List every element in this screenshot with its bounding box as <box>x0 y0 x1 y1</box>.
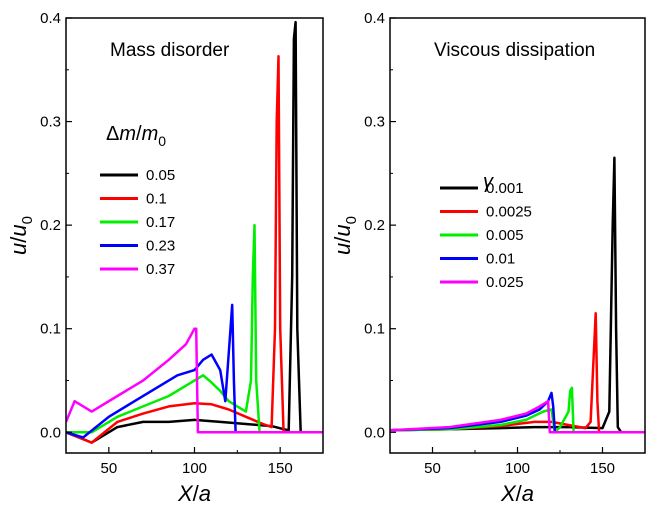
legend-label: 0.37 <box>146 261 175 278</box>
x-axis-label: X/a <box>500 481 534 506</box>
legend-label: 0.1 <box>146 191 167 208</box>
y-tick-label: 0.4 <box>364 10 385 27</box>
plot-frame <box>65 17 324 454</box>
series-line-0.001 <box>390 156 645 434</box>
y-tick-label: 0.0 <box>40 424 61 441</box>
y-tick-label: 0.1 <box>40 321 61 338</box>
y-tick-label: 0.2 <box>40 217 61 234</box>
panel-1: 50 100 150 0.0 0.1 0.2 0.3 0.4 X/a u/u0 Mass disor… <box>6 10 324 506</box>
legend-label: 0.17 <box>146 214 175 231</box>
series-line-0.0025 <box>390 311 645 434</box>
y-axis-label: u/u0 <box>6 216 36 255</box>
x-axis-label: X/a <box>177 481 211 506</box>
legend-title: γ <box>483 171 494 193</box>
y-tick-label: 0.3 <box>364 114 385 131</box>
series-line-0.025 <box>390 399 645 434</box>
series-line-0.37 <box>66 327 323 434</box>
legend-label: 0.0025 <box>486 204 532 221</box>
x-tick-label: 150 <box>590 460 615 477</box>
x-tick-label: 150 <box>268 460 293 477</box>
y-tick-label: 0.2 <box>364 217 385 234</box>
y-tick-label: 0.1 <box>364 321 385 338</box>
panel-2: 50 100 150 0.0 0.1 0.2 0.3 0.4 X/a u/u0 Viscous di… <box>330 10 646 506</box>
legend-label: 0.001 <box>486 180 524 197</box>
series-line-0.23 <box>66 303 323 439</box>
legend-label: 0.005 <box>486 227 524 244</box>
legend-label: 0.05 <box>146 167 175 184</box>
series-line-0.1 <box>66 55 323 444</box>
legend-label: 0.23 <box>146 238 175 255</box>
legend-label: 0.025 <box>486 274 524 291</box>
x-tick-label: 100 <box>182 460 207 477</box>
y-tick-label: 0.3 <box>40 114 61 131</box>
y-tick-label: 0.4 <box>40 10 61 27</box>
x-tick-label: 100 <box>505 460 530 477</box>
x-tick-label: 50 <box>100 460 117 477</box>
series-line-0.17 <box>66 223 323 434</box>
legend-label: 0.01 <box>486 251 515 268</box>
panel-title: Viscous dissipation <box>434 40 595 61</box>
y-tick-label: 0.0 <box>364 424 385 441</box>
legend-title: Δm/m0 <box>106 123 166 149</box>
y-axis-label: u/u0 <box>330 216 360 255</box>
panel-title: Mass disorder <box>110 40 230 61</box>
x-tick-label: 50 <box>424 460 441 477</box>
series-line-0.005 <box>390 386 645 434</box>
